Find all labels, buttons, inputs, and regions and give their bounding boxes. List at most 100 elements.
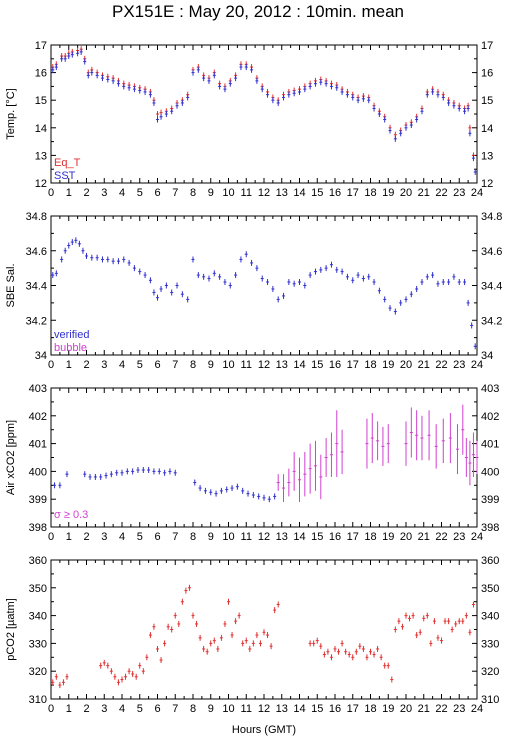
y-axis-title: SBE Sal. [5,263,17,307]
data-point [99,473,103,480]
x-tick-label: 10 [222,703,234,715]
data-point [340,88,344,95]
x-tick-label: 21 [418,359,430,371]
y-tick-label-left: 310 [29,694,47,706]
plot-frame [50,387,478,528]
data-point [141,668,145,675]
data-point [450,626,454,633]
y-tick-label-right: 12 [481,178,493,190]
x-tick-label: 9 [208,359,214,371]
data-point [468,440,472,486]
data-point [470,322,474,329]
x-tick-label: 15 [311,531,323,543]
data-point [148,277,152,284]
data-point [251,492,255,499]
data-point [282,474,286,502]
data-point [63,55,67,62]
data-point [209,640,213,647]
data-point [143,88,147,95]
data-point [273,493,277,500]
x-tick-label: 12 [258,187,270,199]
x-tick-label: 21 [418,187,430,199]
data-point [464,438,468,477]
data-point [420,279,424,286]
data-point [298,88,301,95]
data-point [127,84,131,91]
data-point [397,618,401,625]
data-point [203,487,207,494]
y-tick-label-right: 401 [481,439,499,451]
y-tick-label-right: 398 [481,522,499,534]
data-point [447,279,451,286]
data-point [303,86,307,93]
x-tick-label: 9 [208,187,214,199]
data-point [156,645,159,652]
data-point [54,270,58,277]
data-point [51,679,55,686]
data-point [399,130,403,137]
data-point [367,273,371,280]
data-point [147,467,151,474]
data-point [464,612,468,619]
data-point [266,279,270,286]
data-point [212,270,216,277]
x-tick-label: 22 [435,359,447,371]
x-tick-label: 17 [347,703,359,715]
y-tick-label-left: 34 [35,350,47,362]
y-tick-label-left: 34.6 [26,246,47,258]
x-tick-label: 12 [258,703,270,715]
x-tick-label: 24 [471,703,483,715]
data-point [106,662,110,669]
data-point [187,584,191,591]
data-point [388,127,392,134]
data-point [308,640,312,647]
data-point [157,468,161,475]
data-point [436,280,440,287]
data-point [262,494,266,501]
data-point [432,618,436,625]
data-point [70,239,74,246]
data-point [335,410,339,477]
data-point [425,91,429,98]
panel-1: 0 1 2 3 4 5 6 7 8 9 10 11 12 13 14 15 16 17 18 19 20 21 22 23 24… [5,40,493,199]
x-tick-label: 4 [119,531,125,543]
y-tick-label-right: 13 [481,150,493,162]
x-tick-label: 14 [293,187,305,199]
data-point [313,440,317,491]
data-point [99,662,103,669]
data-point [308,83,312,90]
data-point [415,116,419,123]
data-point [51,66,55,73]
data-point [104,472,108,479]
data-point [193,479,197,486]
data-point [473,168,477,175]
data-point [53,482,57,489]
data-point [159,113,163,120]
data-point [431,272,435,279]
data-point [390,676,394,683]
data-point [143,272,147,279]
x-tick-label: 16 [329,531,341,543]
y-axis-title: pCO2 [µatm] [5,598,17,661]
data-point [88,473,92,480]
data-point [313,80,317,87]
data-point [152,289,156,296]
y-tick-label-left: 13 [35,150,47,162]
x-tick-label: 18 [364,359,376,371]
x-tick-label: 4 [119,187,125,199]
data-point [223,86,227,93]
data-point [65,673,69,680]
data-point [379,654,383,661]
x-tick-label: 24 [471,531,483,543]
series-2 [51,48,477,175]
data-point [125,468,129,475]
data-point [303,282,307,289]
data-point [86,72,90,79]
panels: 0 1 2 3 4 5 6 7 8 9 10 11 12 13 14 15 16 17 18 19 20 21 22 23 24… [5,40,502,715]
data-point [109,471,113,478]
data-point [159,285,163,292]
data-point [276,99,280,106]
x-tick-label: 5 [137,531,143,543]
series-1 [51,237,477,350]
data-point [163,469,167,476]
